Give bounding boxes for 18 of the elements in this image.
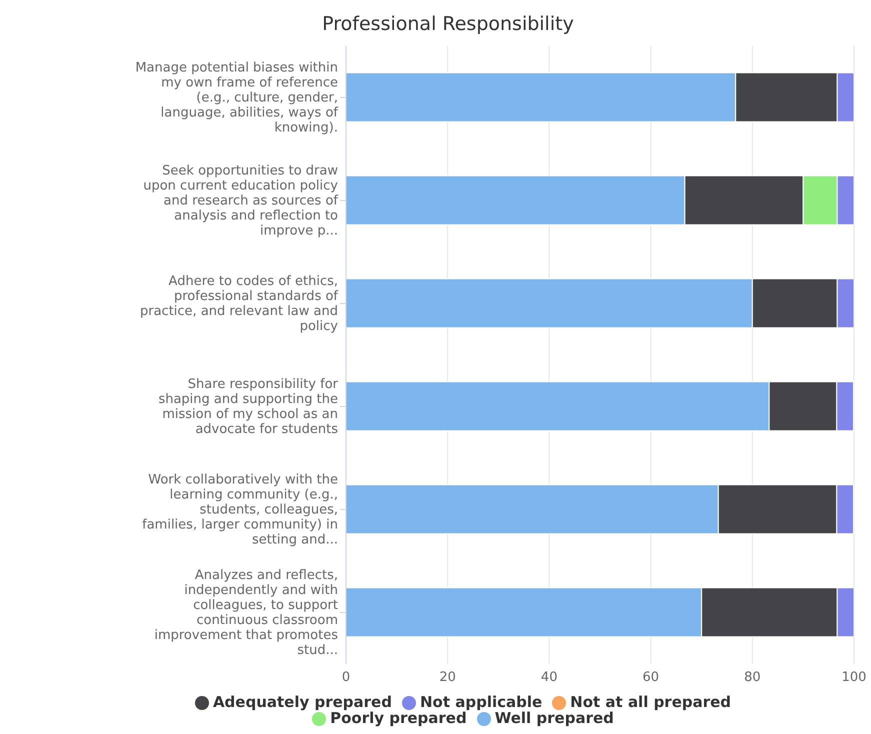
x-tick-label: 40 bbox=[540, 670, 558, 686]
x-tick-label: 80 bbox=[744, 670, 761, 686]
y-tick-label: Share responsibility for shaping and supporting the mission of my school as an advocate for students bbox=[158, 376, 339, 437]
y-tick-label: Seek opportunities to draw upon current education policy and research as sources of analysis and reflection to improve p... bbox=[143, 163, 338, 238]
y-tick-label: Analyzes and reflects, independently and with colleagues, to support continuous classroom improvement that promotes stud... bbox=[154, 568, 338, 658]
x-tick-label: 20 bbox=[439, 670, 456, 686]
legend-label: Well prepared bbox=[494, 709, 614, 727]
legend-label: Not applicable bbox=[420, 693, 542, 711]
x-tick-label: 0 bbox=[342, 670, 350, 686]
chart-title: Professional Responsibility bbox=[322, 13, 574, 35]
legend-label: Adequately prepared bbox=[212, 693, 392, 711]
legend-label: Not at all prepared bbox=[570, 693, 732, 711]
x-tick-label: 100 bbox=[842, 670, 866, 686]
y-tick-label: Manage potential biases within my own frame of reference (e.g., culture, gender, language, abilities, ways of knowing). bbox=[135, 60, 338, 136]
legend-label: Poorly prepared bbox=[330, 709, 467, 727]
x-tick-label: 60 bbox=[642, 670, 660, 686]
y-tick-label: Adhere to codes of ethics, professional standards of practice, and relevant law and policy bbox=[140, 274, 338, 334]
y-tick-label: Work collaboratively with the learning community (e.g., students, colleagues, families, larger community) in setting and... bbox=[142, 472, 338, 548]
